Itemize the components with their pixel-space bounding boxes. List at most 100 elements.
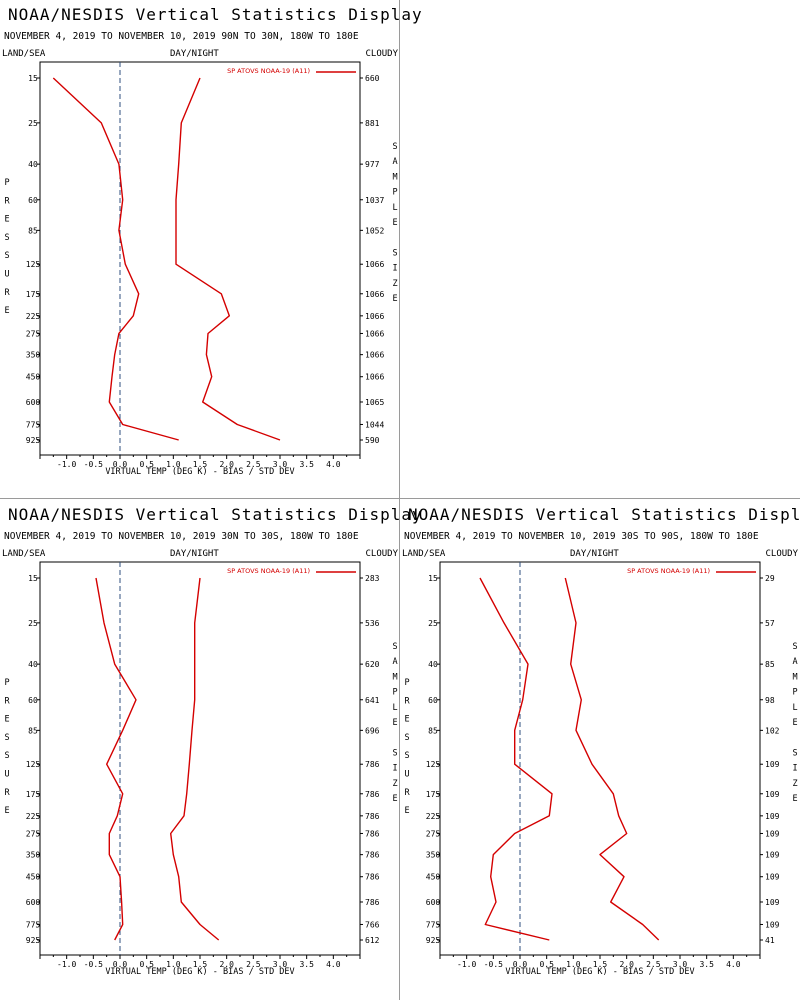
pressure-level-label: 600 (26, 898, 41, 907)
chart-title: NOAA/NESDIS Vertical Statistics Display (8, 5, 423, 24)
sample-size-label: 109 (765, 829, 780, 838)
chart-panel-30s-90s: NOAA/NESDIS Vertical Statistics Display … (400, 500, 800, 1000)
legend-label: SP ATOVS NOAA-19 (A11) (227, 567, 310, 575)
pressure-level-label: 85 (428, 726, 438, 735)
pressure-level-label: 450 (26, 373, 41, 382)
bias-series-line (479, 577, 553, 941)
x-tick-label: 1.0 (566, 960, 581, 969)
sample-size-label: 57 (765, 619, 775, 628)
pressure-level-label: 125 (26, 260, 41, 269)
chart-svg: -1.0 -0.5 0.0 0.5 1.0 1.5 2.0 2.5 3.0 3.5 4.0 VIRTU… (4, 561, 398, 977)
pressure-level-label: 450 (26, 873, 41, 882)
sample-size-label: 766 (365, 920, 380, 929)
sample-size-label: 1037 (365, 196, 384, 205)
x-tick-label: 4.0 (726, 960, 741, 969)
day-night-label: DAY/NIGHT (170, 549, 219, 559)
land-sea-label: LAND/SEA (2, 49, 46, 59)
sample-size-label: 1066 (365, 312, 384, 321)
pressure-level-label: 350 (26, 851, 41, 860)
x-tick-label: 0.5 (139, 960, 154, 969)
x-tick-label: -0.5 (84, 960, 103, 969)
std-dev-series-line (564, 577, 660, 941)
sample-size-label: 786 (365, 829, 380, 838)
sample-size-label: 660 (365, 74, 380, 83)
pressure-level-label: 15 (428, 574, 438, 583)
pressure-level-label: 175 (26, 790, 41, 799)
x-tick-label: -1.0 (57, 960, 76, 969)
sample-size-label: 1044 (365, 420, 384, 429)
chart-subtitle: NOVEMBER 4, 2019 TO NOVEMBER 10, 2019 90… (4, 31, 359, 42)
sample-size-label: 881 (365, 119, 380, 128)
pressure-level-label: 775 (26, 920, 41, 929)
land-sea-label: LAND/SEA (2, 549, 46, 559)
sample-size-label: 98 (765, 696, 775, 705)
day-night-label: DAY/NIGHT (170, 49, 219, 59)
x-tick-label: 3.0 (673, 960, 688, 969)
sample-size-label: 1066 (365, 260, 384, 269)
pressure-level-label: 275 (26, 329, 41, 338)
pressure-level-label: 925 (426, 936, 441, 945)
pressure-level-label: 350 (426, 851, 441, 860)
plot-frame (39, 61, 361, 456)
x-tick-label: 3.5 (299, 460, 314, 469)
sample-size-label: 283 (365, 574, 380, 583)
sample-size-label: 786 (365, 812, 380, 821)
day-night-label: DAY/NIGHT (570, 549, 619, 559)
sample-size-label: 109 (765, 812, 780, 821)
legend-label: SP ATOVS NOAA-19 (A11) (227, 67, 310, 75)
sample-size-label: 1066 (365, 290, 384, 299)
pressure-level-label: 85 (28, 726, 38, 735)
x-tick-label: 0.5 (139, 460, 154, 469)
chart-panel-30n-30s: NOAA/NESDIS Vertical Statistics Display … (0, 500, 422, 1000)
x-axis-label: VIRTUAL TEMP (DEG K) - BIAS / STD DEV (505, 967, 694, 977)
x-tick-label: -1.0 (57, 460, 76, 469)
x-tick-label: -1.0 (457, 960, 476, 969)
pressure-level-label: 40 (28, 160, 38, 169)
pressure-level-label: 25 (428, 619, 438, 628)
sample-size-label: 109 (765, 873, 780, 882)
chart-subtitle: NOVEMBER 4, 2019 TO NOVEMBER 10, 2019 30… (4, 531, 359, 542)
pressure-level-label: 925 (26, 436, 41, 445)
x-tick-label: 0.0 (113, 960, 128, 969)
chart-svg: -1.0 -0.5 0.0 0.5 1.0 1.5 2.0 2.5 3.0 3.5 4.0 VIRTU… (4, 61, 398, 477)
x-tick-label: 0.0 (513, 960, 528, 969)
sample-size-label: 1066 (365, 351, 384, 360)
std-dev-series-line (175, 77, 281, 441)
sample-size-label: 786 (365, 790, 380, 799)
x-tick-label: 0.0 (113, 460, 128, 469)
pressure-level-label: 40 (28, 660, 38, 669)
x-tick-label: -0.5 (84, 460, 103, 469)
chart-title: NOAA/NESDIS Vertical Statistics Display (8, 505, 423, 524)
sample-size-label: 109 (765, 760, 780, 769)
x-tick-label: 3.0 (273, 960, 288, 969)
sample-size-label: 786 (365, 851, 380, 860)
sample-size-label: 85 (765, 660, 775, 669)
sample-size-label: 1066 (365, 373, 384, 382)
pressure-level-label: 275 (26, 829, 41, 838)
pressure-level-label: 15 (28, 74, 38, 83)
sample-size-label: 29 (765, 574, 775, 583)
bias-series-line (52, 77, 179, 441)
pressure-level-label: 25 (28, 619, 38, 628)
x-tick-label: 3.5 (299, 960, 314, 969)
sample-size-label: 620 (365, 660, 380, 669)
chart-svg: -1.0 -0.5 0.0 0.5 1.0 1.5 2.0 2.5 3.0 3.5 4.0 VIRTU… (404, 561, 798, 977)
x-tick-label: 2.5 (246, 960, 261, 969)
legend-label: SP ATOVS NOAA-19 (A11) (627, 567, 710, 575)
pressure-level-label: 60 (428, 696, 438, 705)
pressure-level-label: 40 (428, 660, 438, 669)
panel-divider-horizontal (0, 498, 800, 499)
x-tick-label: 1.5 (193, 460, 208, 469)
x-tick-label: 2.5 (246, 460, 261, 469)
pressure-level-label: 60 (28, 696, 38, 705)
x-tick-label: 2.0 (219, 460, 234, 469)
sample-size-label: 109 (765, 920, 780, 929)
panel-divider-vertical-top (399, 0, 400, 498)
pressure-level-label: 225 (426, 812, 441, 821)
pressure-level-label: 125 (426, 760, 441, 769)
pressure-level-label: 175 (426, 790, 441, 799)
plot-frame (39, 561, 361, 956)
